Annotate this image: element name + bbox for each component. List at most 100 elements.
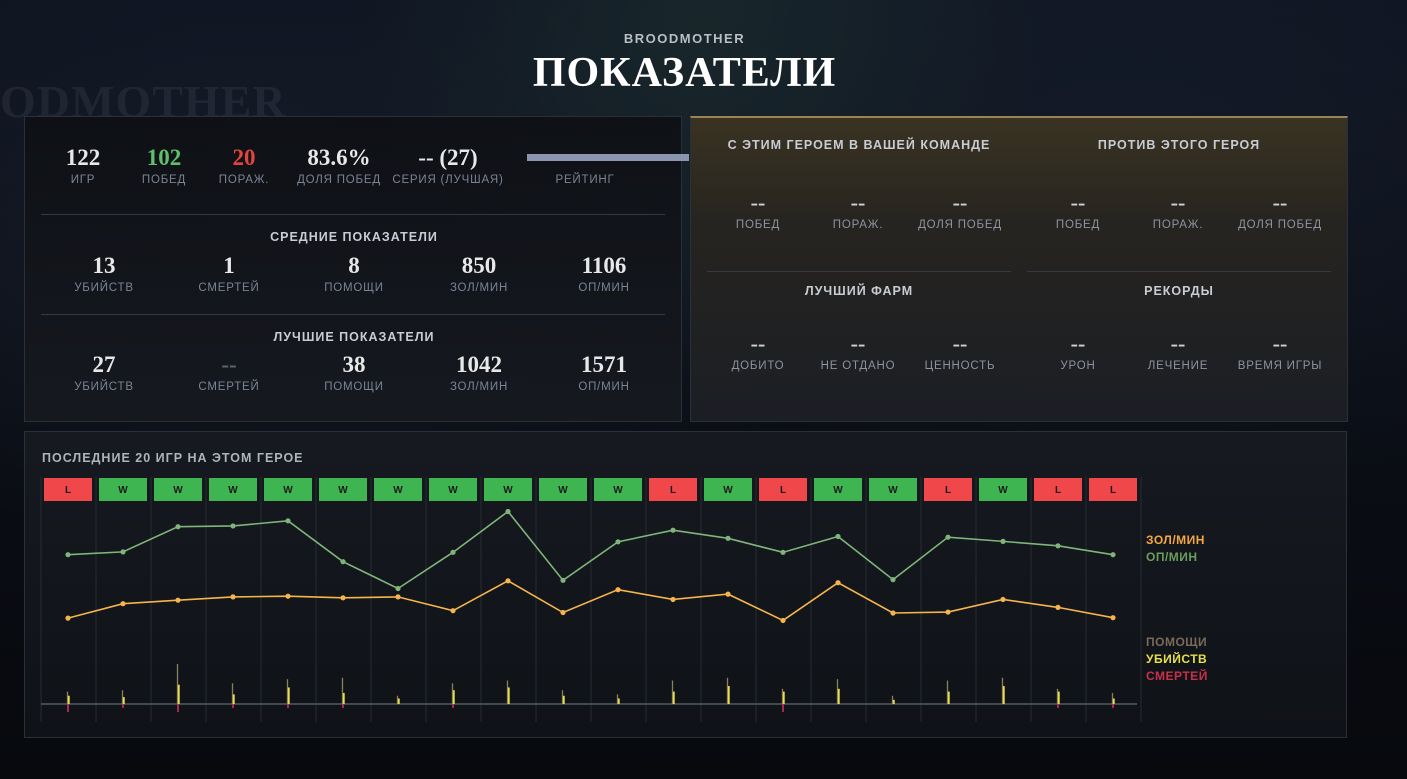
result-label: W xyxy=(558,485,568,496)
result-label: W xyxy=(998,485,1008,496)
win-badge xyxy=(869,478,917,501)
loss-badge xyxy=(44,478,92,501)
bests-title: ЛУЧШИЕ ПОКАЗАТЕЛИ xyxy=(273,330,435,344)
recent-games-title: ПОСЛЕДНИЕ 20 ИГР НА ЭТОМ ГЕРОЕ xyxy=(42,451,304,465)
farm-networth-value: -- xyxy=(952,331,968,356)
averages-title: СРЕДНИЕ ПОКАЗАТЕЛИ xyxy=(270,230,438,244)
xpm-point xyxy=(340,559,346,565)
divider xyxy=(1027,271,1331,272)
win-badge xyxy=(484,478,532,501)
best-assists: 38 ПОМОЩИ xyxy=(324,352,384,393)
legend-deaths: СМЕРТЕЙ xyxy=(1146,669,1208,683)
against-losses-label: ПОРАЖ. xyxy=(1152,219,1204,231)
result-label: L xyxy=(780,485,786,496)
loss-badge xyxy=(1034,478,1082,501)
avg-deaths-value: 1 xyxy=(223,253,235,278)
xpm-point xyxy=(230,523,236,529)
win-badge xyxy=(374,478,422,501)
loss-badge xyxy=(759,478,807,501)
win-badge xyxy=(594,478,642,501)
gpm-point xyxy=(560,609,566,616)
farm-denies: -- НЕ ОТДАНО xyxy=(821,331,896,372)
result-label: W xyxy=(283,485,293,496)
avg-deaths: 1 СМЕРТЕЙ xyxy=(198,253,259,294)
record-damage-value: -- xyxy=(1070,331,1086,356)
xpm-point xyxy=(1110,552,1116,558)
gpm-point xyxy=(890,610,896,616)
result-label: W xyxy=(448,485,458,496)
farm-denies-value: -- xyxy=(850,331,866,356)
avg-xpm: 1106 ОП/МИН xyxy=(578,253,629,294)
against-winrate-value: -- xyxy=(1272,190,1288,215)
best-deaths-label: СМЕРТЕЙ xyxy=(198,381,260,393)
avg-kills-label: УБИЙСТВ xyxy=(74,282,134,294)
rating-bar xyxy=(527,154,689,161)
rating-stat: РЕЙТИНГ xyxy=(555,171,614,186)
win-badge xyxy=(979,478,1027,501)
against-winrate-label: ДОЛЯ ПОБЕД xyxy=(1238,219,1322,231)
best-deaths-value: -- xyxy=(221,352,237,377)
records-title: РЕКОРДЫ xyxy=(1144,284,1214,298)
best-kills-value: 27 xyxy=(92,352,116,377)
farm-last-hits: -- ДОБИТО xyxy=(732,331,785,372)
with-wins-value: -- xyxy=(750,190,766,215)
xpm-point xyxy=(780,549,786,555)
gpm-point xyxy=(1055,604,1061,610)
avg-assists-value: 8 xyxy=(348,253,360,278)
xpm-point xyxy=(945,534,951,540)
result-label: W xyxy=(228,485,238,496)
farm-networth: -- ЦЕННОСТЬ xyxy=(925,331,996,372)
gpm-line xyxy=(67,579,1114,622)
wins-label: ПОБЕД xyxy=(141,174,187,186)
xpm-point xyxy=(1000,538,1006,544)
with-wins-label: ПОБЕД xyxy=(735,219,781,231)
xpm-line xyxy=(67,510,1114,590)
result-label: W xyxy=(338,485,348,496)
avg-xpm-label: ОП/МИН xyxy=(578,282,630,294)
record-healing-label: ЛЕЧЕНИЕ xyxy=(1147,360,1209,372)
with-wins: -- ПОБЕД xyxy=(736,190,780,231)
record-damage-label: УРОН xyxy=(1060,360,1096,372)
gpm-point xyxy=(395,594,401,600)
rating-label: РЕЙТИНГ xyxy=(555,174,615,186)
win-badge xyxy=(539,478,587,501)
avg-assists-label: ПОМОЩИ xyxy=(324,282,384,294)
win-badge xyxy=(264,478,312,501)
best-xpm-label: ОП/МИН xyxy=(578,381,630,393)
gpm-point xyxy=(120,601,126,607)
losses-label: ПОРАЖ. xyxy=(218,174,270,186)
xpm-point xyxy=(1055,543,1061,549)
xpm-point xyxy=(560,577,566,583)
gpm-point xyxy=(450,608,456,614)
xpm-point xyxy=(725,535,731,541)
legend-top: ЗОЛ/МИН ОП/МИН xyxy=(1146,532,1205,566)
best-xpm-value: 1571 xyxy=(580,352,627,377)
hero-name: BROODMOTHER xyxy=(623,31,746,46)
with-losses-label: ПОРАЖ. xyxy=(832,219,884,231)
record-damage: -- УРОН xyxy=(1060,331,1095,372)
xpm-point xyxy=(175,524,181,530)
recent-games-panel: ПОСЛЕДНИЕ 20 ИГР НА ЭТОМ ГЕРОЕ L W W W W W W W W… xyxy=(24,431,1347,738)
xpm-point xyxy=(450,549,456,555)
best-gpm-value: 1042 xyxy=(456,352,502,377)
result-label: W xyxy=(173,485,183,496)
xpm-point xyxy=(670,527,676,533)
result-label: L xyxy=(1110,485,1116,496)
legend-kills: УБИЙСТВ xyxy=(1146,652,1208,666)
xpm-point xyxy=(505,508,511,515)
xpm-point xyxy=(65,552,71,558)
best-assists-label: ПОМОЩИ xyxy=(324,381,384,393)
xpm-point xyxy=(395,585,401,592)
losses-value: 20 xyxy=(232,145,256,170)
divider xyxy=(41,214,665,215)
gpm-point xyxy=(1000,596,1006,603)
best-assists-value: 38 xyxy=(342,352,366,377)
gpm-point xyxy=(505,578,511,584)
record-healing-value: -- xyxy=(1170,331,1186,356)
xpm-point xyxy=(615,539,621,545)
record-duration-value: -- xyxy=(1272,331,1288,356)
best-gpm: 1042 ЗОЛ/МИН xyxy=(450,352,508,393)
xpm-point xyxy=(835,533,841,540)
win-badge xyxy=(319,478,367,501)
gpm-point xyxy=(340,595,346,601)
